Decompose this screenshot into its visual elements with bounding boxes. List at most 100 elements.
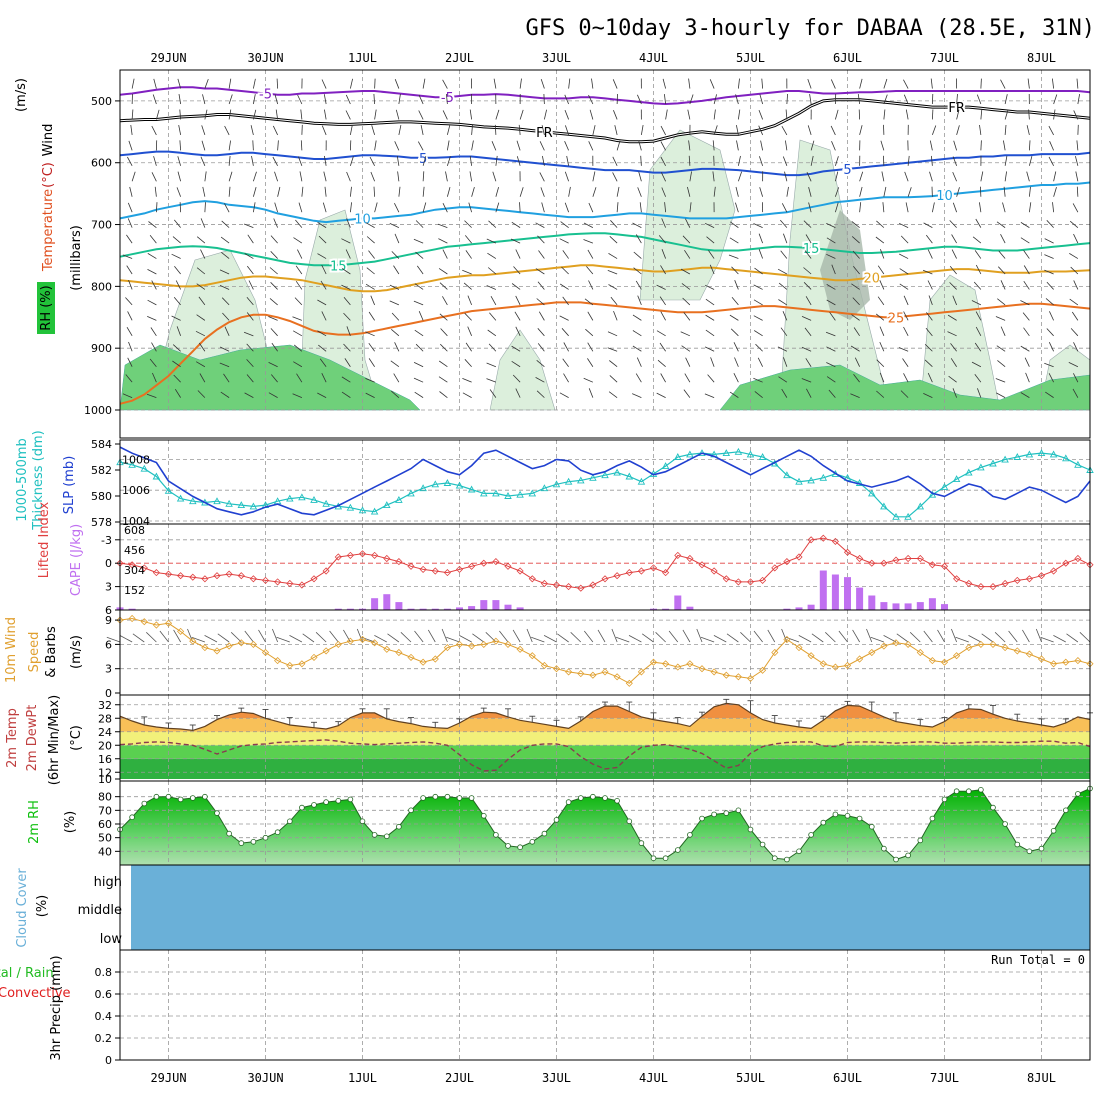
thickness-point (916, 502, 925, 510)
wind-speed-point (746, 674, 755, 682)
wind-barb (682, 235, 691, 244)
cloud-high-label: high (94, 875, 122, 890)
surface-wind-barb (230, 632, 242, 643)
wind-barb (323, 94, 327, 105)
li-point (443, 569, 451, 577)
wind-barb (757, 357, 763, 367)
wind-barb (563, 373, 569, 383)
wind-barb (607, 270, 618, 275)
wind-barb (418, 311, 424, 321)
wind-barb (778, 299, 788, 306)
wind-barb (778, 376, 788, 383)
wind-barb (926, 312, 933, 321)
wind-barb (660, 156, 666, 167)
rh-point (1014, 841, 1021, 848)
rh-point (577, 795, 584, 801)
wind-barb (535, 268, 545, 275)
wind-barb (907, 187, 912, 197)
wind-barb (662, 78, 667, 89)
isotherm-label: 15 (330, 259, 347, 274)
thickness-point (868, 489, 876, 497)
surface-wind-barb (994, 632, 1006, 643)
wind-barb (758, 233, 763, 244)
wind-barb (252, 202, 256, 213)
top-day-label: 5JUL (736, 51, 765, 65)
wind-barb (146, 393, 157, 399)
rh-point (444, 793, 451, 800)
wind-barb (251, 155, 254, 166)
wind-barb (511, 283, 521, 290)
wind-speed-point (856, 655, 864, 663)
thickness-point (552, 480, 561, 488)
rh-point (468, 795, 475, 801)
wind-barb (998, 266, 1006, 275)
wind-barb (252, 186, 257, 197)
wind-barb (155, 109, 160, 120)
wind-barb (637, 94, 642, 105)
thickness-point (128, 460, 136, 468)
wind-barb (562, 250, 569, 259)
surface-wind-barb (204, 635, 218, 643)
wind-barb (371, 125, 376, 136)
thickness-point (249, 502, 258, 510)
wind-barb (413, 362, 424, 368)
wind-barb (609, 375, 618, 383)
wind-barb (1026, 171, 1030, 182)
rh-point (771, 855, 778, 861)
cape-bar (892, 603, 900, 610)
wind-barb (660, 125, 666, 136)
wind-barb (346, 171, 351, 182)
wind-barb (204, 171, 207, 182)
wind-barb (414, 329, 424, 337)
wind-barb (801, 316, 812, 321)
wind-barb (753, 315, 763, 321)
surface-wind-barb (753, 630, 763, 643)
wind-barb (440, 343, 448, 352)
wind-barb (131, 109, 134, 120)
isotherm-label: 15 (803, 242, 820, 257)
wind-barb (588, 141, 594, 151)
wind-barb (173, 296, 181, 306)
wind-speed-point (1086, 660, 1094, 668)
wind-barb (609, 236, 618, 244)
wind-barb (850, 345, 860, 352)
wind-speed-point (152, 621, 160, 629)
wind-speed-point (189, 637, 197, 645)
wind-barb (469, 109, 473, 120)
li-point (916, 554, 924, 563)
wind-barb (495, 202, 500, 213)
wind-barb (243, 331, 254, 337)
wind-barb (704, 222, 715, 228)
rh-point (347, 796, 354, 803)
pressure-tick-label: 700 (91, 219, 112, 232)
wind-barb (877, 265, 885, 275)
wind-barb (446, 93, 448, 105)
surface-wind-barb (668, 630, 679, 643)
wind-barb (540, 78, 545, 89)
wind-barb (537, 343, 545, 352)
wind-barb (147, 253, 157, 259)
wind-barb (737, 171, 742, 182)
wind-barb (439, 391, 448, 398)
wind-barb (779, 219, 788, 228)
thickness-point (734, 447, 743, 455)
temperature-label: Temperature (41, 189, 56, 272)
wind-barbs-label: & Barbs (44, 626, 59, 678)
wind-barb (128, 140, 133, 151)
wind-barb (657, 359, 666, 368)
wind-barb (851, 314, 860, 321)
wind-barb (680, 268, 691, 275)
precip-conv-label: Convective (0, 986, 71, 1001)
wind-barb (368, 342, 375, 352)
wind-barb (422, 171, 425, 182)
wind-barb (514, 311, 521, 321)
pressure-tick-label: 1000 (84, 404, 112, 417)
wind-barb (244, 253, 254, 259)
wind-barb (398, 94, 401, 105)
wind-barb (469, 171, 473, 182)
thickness-point (892, 512, 900, 520)
thickness-point (480, 489, 488, 497)
wind-barb (632, 345, 642, 352)
wind-speed-point (843, 661, 852, 670)
wind-barb (639, 202, 642, 213)
